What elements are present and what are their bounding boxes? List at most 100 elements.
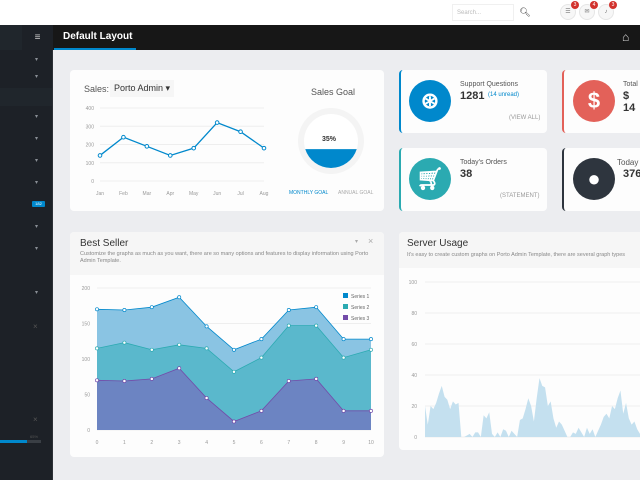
data-point: [177, 366, 182, 371]
data-point: [286, 323, 291, 328]
server-usage-chart: 0 20 40 60 80 100: [409, 280, 640, 441]
data-point: [149, 347, 154, 352]
stat-label: Today's Orders: [460, 159, 507, 166]
chevron-down-icon[interactable]: ▾: [35, 246, 39, 252]
data-point: [177, 342, 182, 347]
page-header-bar: [0, 25, 640, 50]
x-tick-label: May: [189, 191, 199, 197]
chevron-down-icon[interactable]: ▾: [35, 180, 39, 186]
panel-description: Customize the graphs as much as you want…: [80, 251, 369, 264]
data-point: [232, 419, 236, 424]
usage-area: [425, 378, 640, 437]
data-point: [369, 408, 373, 413]
data-point: [259, 408, 264, 413]
tasks-notification[interactable]: ☰ 3: [560, 1, 579, 20]
title-underline: [54, 48, 136, 50]
panel-header: [399, 232, 640, 268]
home-icon[interactable]: ⌂: [622, 30, 630, 44]
search-button[interactable]: 🔍︎: [514, 4, 536, 21]
chevron-down-icon[interactable]: ▾: [35, 290, 39, 296]
search-input[interactable]: Search...: [452, 4, 514, 21]
data-point: [204, 396, 209, 401]
sales-goal-percent: 35%: [322, 136, 337, 143]
data-point: [122, 379, 127, 383]
alerts-notification[interactable]: ♪ 3: [598, 1, 617, 20]
y-tick-label: 100: [82, 357, 91, 363]
progress-bar: [0, 440, 41, 443]
tab-monthly-goal[interactable]: MONTHLY GOAL: [289, 190, 329, 196]
chevron-down-icon[interactable]: ▾: [35, 158, 39, 164]
legend-swatch: [343, 293, 348, 298]
y-tick-label: 40: [411, 373, 417, 379]
data-point: [286, 308, 291, 312]
collapse-icon[interactable]: ▾: [355, 239, 359, 245]
data-point: [95, 346, 99, 351]
panel-title: Server Usage: [407, 238, 469, 249]
legend-label: Series 2: [351, 305, 370, 311]
y-tick-label: 20: [411, 404, 417, 410]
hamburger-icon: ≡: [34, 32, 41, 43]
data-point: [341, 408, 346, 413]
data-point: [144, 144, 150, 149]
stat-label: Today: [617, 158, 639, 167]
data-point: [95, 378, 99, 383]
x-tick-label: 2: [150, 440, 153, 446]
sales-line: [99, 121, 265, 157]
envelope-icon: ✉: [584, 9, 590, 15]
x-tick-label: 8: [315, 440, 318, 446]
y-tick-label: 150: [82, 322, 91, 328]
user-icon: ●: [573, 158, 615, 200]
y-tick-label: 400: [86, 106, 95, 112]
data-point: [341, 355, 346, 360]
stat-value: 376: [623, 168, 640, 180]
y-tick-label: 80: [411, 311, 417, 317]
area-series-3: [97, 368, 371, 430]
y-tick-label: 50: [84, 393, 90, 399]
y-tick-label: 200: [82, 286, 91, 292]
data-point: [122, 340, 127, 345]
progress-fill: [0, 440, 27, 443]
x-tick-label: 10: [368, 440, 374, 446]
y-tick-label: 300: [86, 124, 95, 130]
close-icon[interactable]: ×: [368, 236, 374, 246]
close-icon[interactable]: ×: [33, 415, 38, 424]
statement-link[interactable]: (STATEMENT): [500, 193, 540, 199]
tab-annual-goal[interactable]: ANNUAL GOAL: [338, 190, 374, 196]
chevron-down-icon[interactable]: ▾: [35, 136, 39, 142]
unread-link[interactable]: (14 unread): [488, 92, 520, 98]
sales-line-chart: 0 100 200 300 400 Jan Feb Mar Apr May Jun Jul Aug: [86, 106, 269, 197]
sales-goal-title: Sales Goal: [311, 87, 356, 97]
view-all-link[interactable]: (VIEW ALL): [509, 115, 541, 121]
data-point: [122, 308, 127, 312]
sidebar-toggle[interactable]: ≡: [22, 25, 53, 50]
shopping-cart-icon: 🛒︎: [409, 158, 451, 200]
close-icon[interactable]: ×: [33, 322, 38, 331]
x-tick-label: 3: [178, 440, 181, 446]
x-tick-label: 1: [123, 440, 126, 446]
stat-value: $ 14: [623, 90, 636, 114]
chevron-down-icon[interactable]: ▾: [35, 74, 39, 80]
messages-notification[interactable]: ✉ 4: [579, 1, 598, 20]
y-tick-label: 0: [87, 428, 90, 434]
data-point: [261, 145, 267, 151]
x-tick-label: 9: [342, 440, 345, 446]
data-point: [259, 355, 264, 360]
data-point: [232, 369, 236, 374]
sidebar: [0, 50, 53, 480]
data-point: [204, 324, 209, 329]
x-tick-label: 0: [96, 440, 99, 446]
sidebar-badge: 182: [32, 201, 45, 207]
data-point: [214, 120, 220, 125]
progress-label: 65%: [30, 434, 39, 439]
magnifier-icon: 🔍︎: [519, 7, 531, 17]
chevron-down-icon[interactable]: ▾: [35, 57, 39, 63]
data-point: [314, 376, 319, 381]
chevron-down-icon[interactable]: ▾: [35, 224, 39, 230]
panel-title: Best Seller: [80, 238, 129, 249]
sales-select[interactable]: Porto Admin ▾: [110, 80, 175, 97]
data-point: [341, 337, 346, 342]
chevron-down-icon[interactable]: ▾: [35, 114, 39, 120]
data-point: [314, 323, 319, 328]
notification-badge: 4: [590, 1, 598, 9]
sidebar-active-item[interactable]: [0, 88, 52, 106]
